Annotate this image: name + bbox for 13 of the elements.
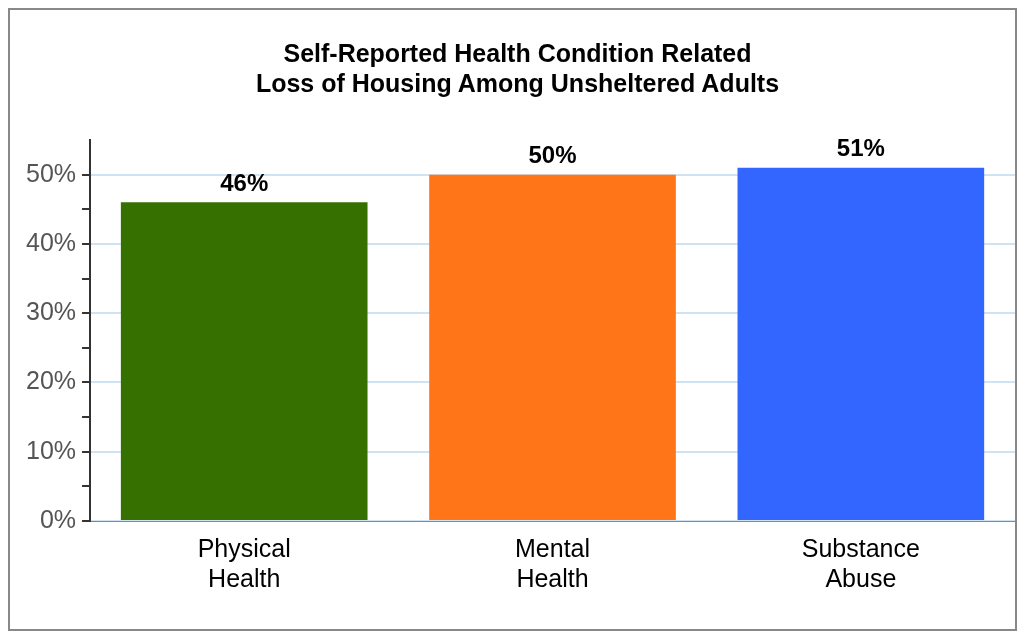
data-label: 51% [836,134,885,162]
x-tick-label: Substance Abuse [801,533,920,592]
x-tick-label: Mental Health [514,533,591,592]
y-tick-label: 50% [25,158,77,187]
y-tick-label: 20% [25,366,77,395]
y-tick-label: 30% [25,297,77,326]
y-tick-label: 0% [39,504,77,533]
data-label: 50% [528,141,577,169]
data-label: 46% [220,168,269,196]
chart-title: Self-Reported Health Condition Related Loss of Housing Among Unsheltered Adults [255,38,780,97]
y-tick-label: 40% [25,227,77,256]
y-tick-label: 10% [25,435,77,464]
x-tick-label: Physical Health [197,533,291,592]
